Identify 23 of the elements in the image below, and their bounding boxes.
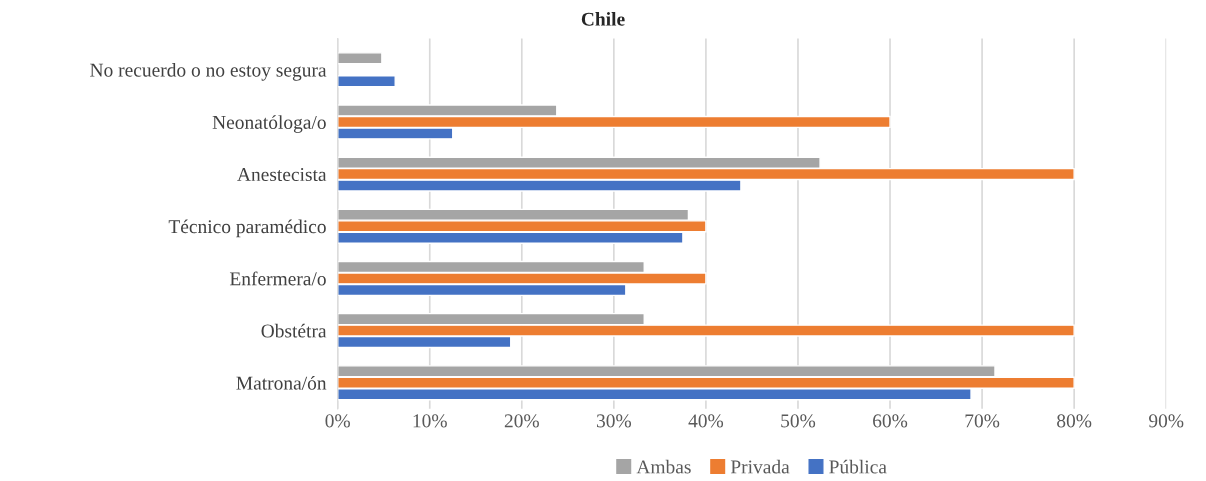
x-tick-label: 50% (781, 414, 816, 428)
y-tick-label: No recuerdo o no estoy segura (90, 63, 327, 81)
x-tick-label: 10% (413, 414, 447, 428)
x-tick-label: 80% (1057, 414, 1092, 428)
legend-label: Privada (730, 459, 790, 474)
x-tick-label: 60% (873, 414, 908, 428)
x-tick-label: 40% (688, 414, 724, 428)
bar (337, 75, 396, 88)
legend-label: Pública (829, 459, 887, 474)
bar (337, 52, 383, 65)
y-tick-label: Enfermera/o (229, 271, 326, 286)
y-tick-label: Anestecista (237, 167, 327, 182)
x-tick-label: 30% (596, 414, 632, 428)
x-tick-label: 20% (504, 414, 539, 428)
legend-label: Ambas (636, 459, 691, 474)
y-tick-label: Obstétra (261, 323, 327, 338)
x-tick-label: 90% (1149, 414, 1184, 428)
y-tick-label: Neonatóloga/o (212, 115, 326, 133)
chart-title: Chile (581, 12, 625, 26)
x-tick-label: 0% (325, 414, 350, 428)
y-tick-label: Técnico paramédico (168, 219, 326, 238)
x-tick-label: 70% (965, 414, 1000, 428)
y-tick-label: Matrona/ón (236, 375, 327, 390)
